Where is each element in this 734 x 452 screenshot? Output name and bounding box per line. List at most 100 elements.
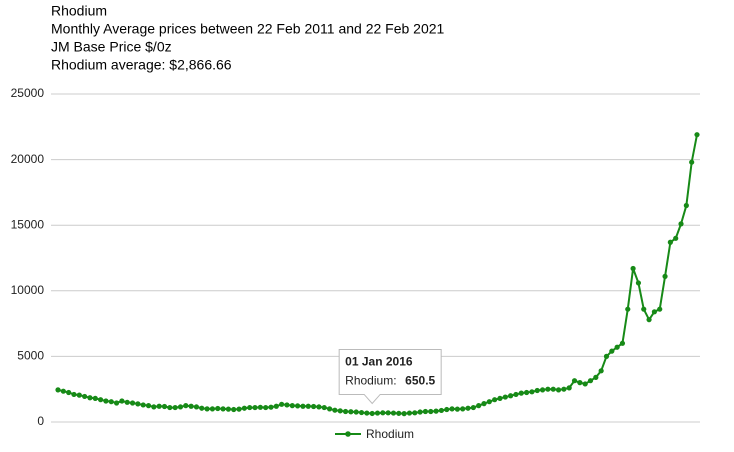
data-point [524, 389, 530, 396]
data-point [82, 393, 88, 400]
data-point [683, 202, 689, 209]
data-point [92, 395, 98, 401]
data-point [460, 406, 466, 412]
data-point [140, 402, 146, 408]
data-point [316, 404, 322, 410]
data-point [98, 397, 104, 403]
data-point [188, 403, 194, 409]
data-point [279, 401, 285, 407]
data-point [662, 273, 668, 279]
data-point [220, 406, 226, 412]
data-point [646, 317, 652, 323]
data-point [71, 391, 77, 398]
data-point [119, 398, 125, 404]
data-point [241, 405, 247, 411]
y-tick-label: 10000 [11, 283, 45, 297]
data-point [641, 306, 647, 312]
data-point [651, 309, 658, 315]
data-point [263, 404, 269, 411]
data-point [108, 399, 114, 405]
y-tick-label: 0 [37, 414, 44, 428]
data-point [571, 378, 578, 384]
data-point [247, 404, 253, 411]
data-point [486, 399, 492, 405]
data-point [545, 386, 551, 392]
data-point [614, 344, 620, 350]
data-point [161, 403, 168, 410]
data-point [231, 406, 237, 413]
data-point [295, 403, 301, 409]
data-point [311, 403, 317, 410]
data-point [289, 403, 295, 409]
data-point [332, 407, 338, 413]
data-point [55, 387, 61, 393]
tooltip-title: 01 Jan 2016 [345, 355, 413, 369]
data-point [103, 398, 109, 404]
y-tick-label: 15000 [11, 217, 45, 231]
data-point [609, 348, 615, 354]
data-point [396, 410, 402, 416]
data-point [433, 408, 439, 414]
data-point [454, 406, 460, 412]
data-point [369, 410, 375, 417]
data-point [587, 378, 594, 384]
data-point [603, 353, 610, 359]
data-point [337, 408, 343, 414]
data-point [257, 404, 263, 410]
tooltip: 01 Jan 2016 Rhodium: 650.5 [338, 348, 442, 405]
data-point [673, 235, 679, 241]
data-point [630, 265, 636, 272]
data-point [113, 400, 120, 406]
data-point [225, 406, 231, 412]
data-point [678, 221, 684, 227]
data-point [177, 404, 184, 410]
data-point [561, 386, 567, 392]
chart-subtitle: JM Base Price $/0z [51, 39, 172, 55]
data-point [358, 409, 365, 416]
data-point [657, 306, 663, 312]
data-point [667, 239, 673, 245]
data-point [428, 408, 434, 415]
data-point [438, 407, 444, 414]
data-point [172, 404, 178, 411]
data-point [151, 404, 157, 410]
data-point [364, 410, 370, 416]
data-point [204, 406, 210, 412]
data-point [60, 388, 66, 394]
y-tick-label: 25000 [11, 86, 45, 100]
data-point [273, 403, 279, 409]
data-point [550, 386, 556, 392]
data-point [619, 340, 626, 346]
data-point [635, 280, 642, 286]
data-point [326, 406, 333, 412]
data-point [555, 387, 562, 393]
legend-label: Rhodium [366, 427, 414, 441]
data-point [566, 385, 572, 391]
data-point [385, 410, 391, 416]
data-point [300, 403, 306, 409]
data-point [390, 410, 397, 416]
data-point [183, 403, 189, 409]
chart-subtitle: Rhodium average: $2,866.66 [51, 57, 232, 73]
data-point [497, 395, 503, 401]
legend-marker [345, 431, 351, 437]
data-point [593, 374, 599, 380]
data-point [582, 381, 588, 387]
data-point [193, 404, 200, 410]
data-point [321, 404, 327, 411]
data-point [76, 392, 82, 398]
tooltip-value: 650.5 [405, 374, 435, 388]
data-point [268, 404, 274, 410]
data-point [444, 406, 450, 413]
data-point [252, 404, 258, 411]
data-point [135, 401, 141, 407]
data-point [577, 380, 583, 386]
data-point [129, 400, 136, 406]
y-tick-label: 20000 [11, 152, 45, 166]
data-point [145, 403, 152, 409]
data-point [124, 399, 130, 405]
data-point [199, 405, 205, 411]
data-point [598, 368, 604, 374]
tooltip-box [338, 348, 442, 405]
data-point [518, 390, 524, 396]
